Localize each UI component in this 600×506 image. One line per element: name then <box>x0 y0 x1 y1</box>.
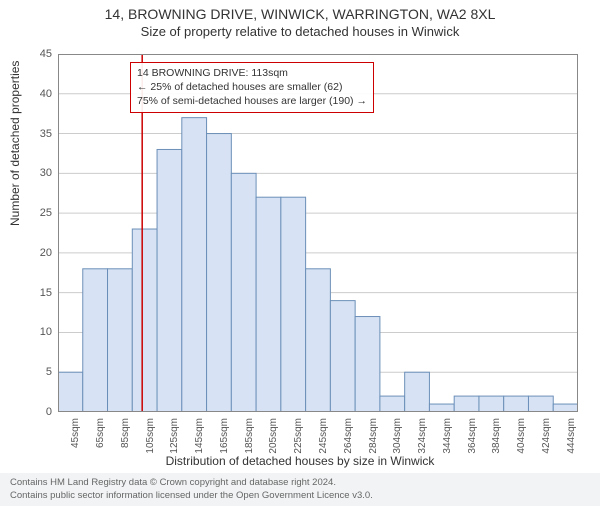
annotation-box: 14 BROWNING DRIVE: 113sqm ← 25% of detac… <box>130 62 374 113</box>
y-tick-label: 15 <box>28 287 52 299</box>
chart-area: 14 BROWNING DRIVE: 113sqm ← 25% of detac… <box>58 54 578 412</box>
footer-line-2: Contains public sector information licen… <box>10 490 590 502</box>
footer-line-1: Contains HM Land Registry data © Crown c… <box>10 477 590 489</box>
y-tick-label: 20 <box>28 247 52 259</box>
y-tick-label: 5 <box>28 366 52 378</box>
x-axis-label: Distribution of detached houses by size … <box>0 454 600 468</box>
y-tick-label: 25 <box>28 207 52 219</box>
y-axis-label: Number of detached properties <box>8 61 22 226</box>
y-tick-label: 40 <box>28 88 52 100</box>
chart-container: 14, BROWNING DRIVE, WINWICK, WARRINGTON,… <box>0 6 600 506</box>
chart-title: 14, BROWNING DRIVE, WINWICK, WARRINGTON,… <box>0 6 600 22</box>
annotation-line-1: 14 BROWNING DRIVE: 113sqm <box>137 66 367 80</box>
chart-subtitle: Size of property relative to detached ho… <box>0 24 600 39</box>
y-tick-label: 45 <box>28 48 52 60</box>
y-tick-label: 0 <box>28 406 52 418</box>
footer: Contains HM Land Registry data © Crown c… <box>0 473 600 506</box>
y-tick-label: 35 <box>28 128 52 140</box>
annotation-line-3: 75% of semi-detached houses are larger (… <box>137 94 367 108</box>
annotation-line-2: ← 25% of detached houses are smaller (62… <box>137 80 367 94</box>
y-tick-label: 30 <box>28 167 52 179</box>
y-tick-label: 10 <box>28 326 52 338</box>
